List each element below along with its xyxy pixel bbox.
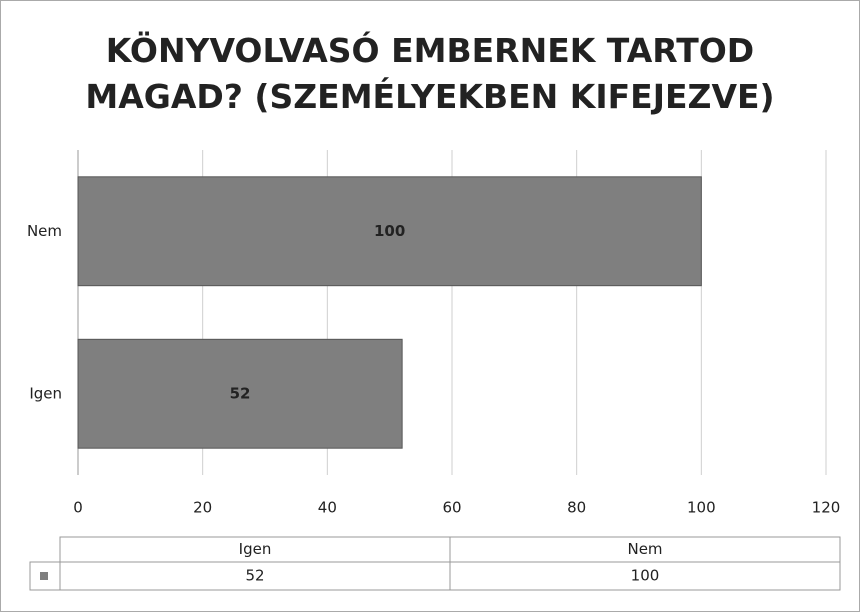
data-label: 52 bbox=[230, 384, 251, 402]
x-tick-label: 60 bbox=[442, 499, 461, 517]
bar bbox=[77, 338, 403, 449]
x-tick-label: 120 bbox=[812, 499, 841, 517]
table-row bbox=[29, 561, 841, 591]
table-value: 52 bbox=[245, 567, 264, 585]
x-tick-label: 100 bbox=[687, 499, 716, 517]
bar bbox=[77, 176, 702, 287]
table-header-label: Nem bbox=[627, 540, 662, 558]
x-tick-label: 40 bbox=[318, 499, 337, 517]
data-label: 100 bbox=[374, 222, 405, 240]
table-value: 100 bbox=[631, 567, 660, 585]
y-tick-label: Nem bbox=[27, 222, 62, 240]
x-tick-label: 20 bbox=[193, 499, 212, 517]
x-tick-label: 80 bbox=[567, 499, 586, 517]
x-tick-label: 0 bbox=[73, 499, 83, 517]
y-tick-label: Igen bbox=[29, 384, 62, 402]
table-header-label: Igen bbox=[239, 540, 272, 558]
chart-title: KÖNYVOLVASÓ EMBERNEK TARTOD MAGAD? (SZEM… bbox=[85, 31, 775, 116]
legend-swatch bbox=[40, 572, 48, 580]
